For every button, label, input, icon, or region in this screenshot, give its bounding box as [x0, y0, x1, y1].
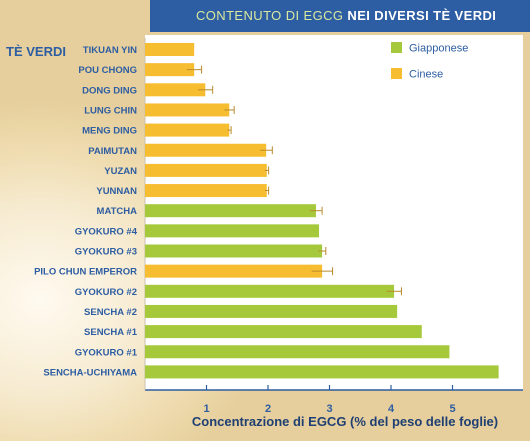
category-label: DONG DING [82, 85, 137, 96]
bar [145, 264, 323, 278]
x-tick-label: 3 [326, 403, 332, 415]
bar [145, 103, 230, 117]
bar [145, 325, 422, 339]
chart-title-suffix: NEI DIVERSI TÈ VERDI [347, 8, 497, 23]
bar [145, 184, 267, 198]
legend-swatch [391, 68, 402, 79]
category-label: YUZAN [104, 166, 137, 177]
bar [145, 304, 398, 318]
category-label: GYOKURO #4 [75, 226, 138, 237]
bar [145, 63, 195, 77]
bar [145, 365, 499, 379]
category-label: MENG DING [82, 126, 137, 137]
bar [145, 123, 230, 137]
legend-label: Giapponese [409, 43, 468, 55]
bar [145, 224, 320, 238]
x-tick-label: 1 [203, 403, 209, 415]
x-tick-label: 2 [265, 403, 271, 415]
category-label: PILO CHUN EMPEROR [34, 267, 137, 278]
bar [145, 143, 267, 157]
category-label: GYOKURO #1 [75, 347, 138, 358]
category-label: PAIMUTAN [88, 146, 137, 157]
title-banner [150, 0, 530, 32]
x-tick-label: 4 [388, 403, 395, 415]
chart-title: CONTENUTO DI EGCG NEI DIVERSI TÈ VERDI [196, 8, 526, 28]
chart-title-prefix: CONTENUTO DI EGCG [196, 8, 344, 23]
bar [145, 244, 323, 258]
category-label: SENCHA #1 [84, 327, 138, 338]
bar [145, 345, 450, 359]
category-label: GYOKURO #2 [75, 287, 137, 298]
category-label: TIKUAN YIN [83, 45, 137, 56]
bar [145, 204, 316, 218]
category-label: GYOKURO #3 [75, 247, 137, 258]
category-label: SENCHA #2 [84, 307, 137, 318]
x-tick-label: 5 [449, 403, 455, 415]
legend-label: Cinese [409, 69, 443, 81]
category-label: SENCHA-UCHIYAMA [43, 367, 137, 378]
category-label: YUNNAN [96, 186, 137, 197]
bar [145, 83, 206, 97]
category-axis-title: TÈ VERDI [6, 44, 66, 59]
bar [145, 43, 195, 56]
category-label: POU CHONG [78, 65, 137, 76]
x-axis-title: Concentrazione di EGCG (% del peso delle… [191, 414, 499, 429]
bar [145, 163, 267, 177]
bar [145, 284, 395, 298]
legend-swatch [391, 42, 402, 53]
category-label: LUNG CHIN [84, 105, 137, 116]
category-label: MATCHA [97, 206, 138, 217]
